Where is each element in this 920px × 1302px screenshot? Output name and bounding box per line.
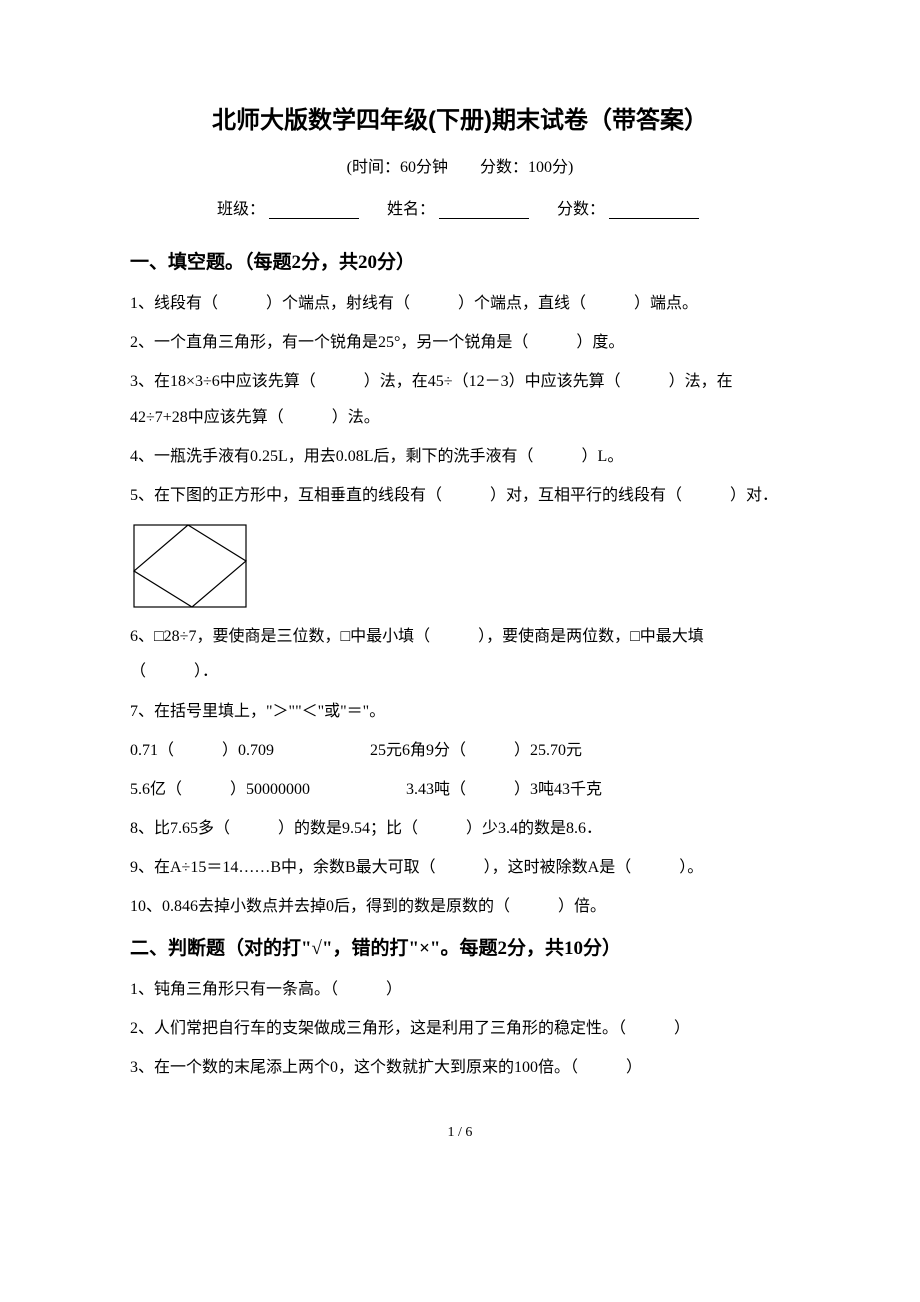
q1-7: 7、在括号里填上，"＞""＜"或"＝"。 [130,694,790,729]
q1-4: 4、一瓶洗手液有0.25L，用去0.08L后，剩下的洗手液有（ ）L。 [130,439,790,474]
q1-7b: 5.6亿（ ）50000000 3.43吨（ ）3吨43千克 [130,772,790,807]
exam-meta-time: (时间：60分钟 分数：100分) [130,153,790,177]
q1-7a: 0.71（ ）0.709 25元6角9分（ ）25.70元 [130,733,790,768]
page-number: 1 / 6 [130,1125,790,1141]
q1-10: 10、0.846去掉小数点并去掉0后，得到的数是原数的（ ）倍。 [130,889,790,924]
figure-square-diagram [130,521,790,611]
q1-8: 8、比7.65多（ ）的数是9.54；比（ ）少3.4的数是8.6． [130,811,790,846]
score-blank[interactable] [609,201,699,219]
q1-3: 3、在18×3÷6中应该先算（ ）法，在45÷（12－3）中应该先算（ ）法，在… [130,364,790,434]
info-line: 班级： 姓名： 分数： [130,195,790,219]
section-2-header: 二、判断题（对的打"√"，错的打"×"。每题2分，共10分） [130,933,790,960]
q2-3: 3、在一个数的末尾添上两个0，这个数就扩大到原来的100倍。（ ） [130,1050,790,1085]
q1-6: 6、□28÷7，要使商是三位数，□中最小填（ ），要使商是两位数，□中最大填（ … [130,619,790,689]
exam-title: 北师大版数学四年级(下册)期末试卷（带答案） [130,100,790,135]
q2-2: 2、人们常把自行车的支架做成三角形，这是利用了三角形的稳定性。（ ） [130,1011,790,1046]
q1-2: 2、一个直角三角形，有一个锐角是25°，另一个锐角是（ ）度。 [130,325,790,360]
q1-9: 9、在A÷15＝14……B中，余数B最大可取（ ），这时被除数A是（ ）。 [130,850,790,885]
q2-1: 1、钝角三角形只有一条高。（ ） [130,972,790,1007]
name-blank[interactable] [439,201,529,219]
class-blank[interactable] [269,201,359,219]
section-1-header: 一、填空题。（每题2分，共20分） [130,247,790,274]
q1-1: 1、线段有（ ）个端点，射线有（ ）个端点，直线（ ）端点。 [130,286,790,321]
name-label: 姓名： [387,201,435,218]
class-label: 班级： [217,201,265,218]
score-label: 分数： [557,201,605,218]
q1-5: 5、在下图的正方形中，互相垂直的线段有（ ）对，互相平行的线段有（ ）对． [130,478,790,513]
